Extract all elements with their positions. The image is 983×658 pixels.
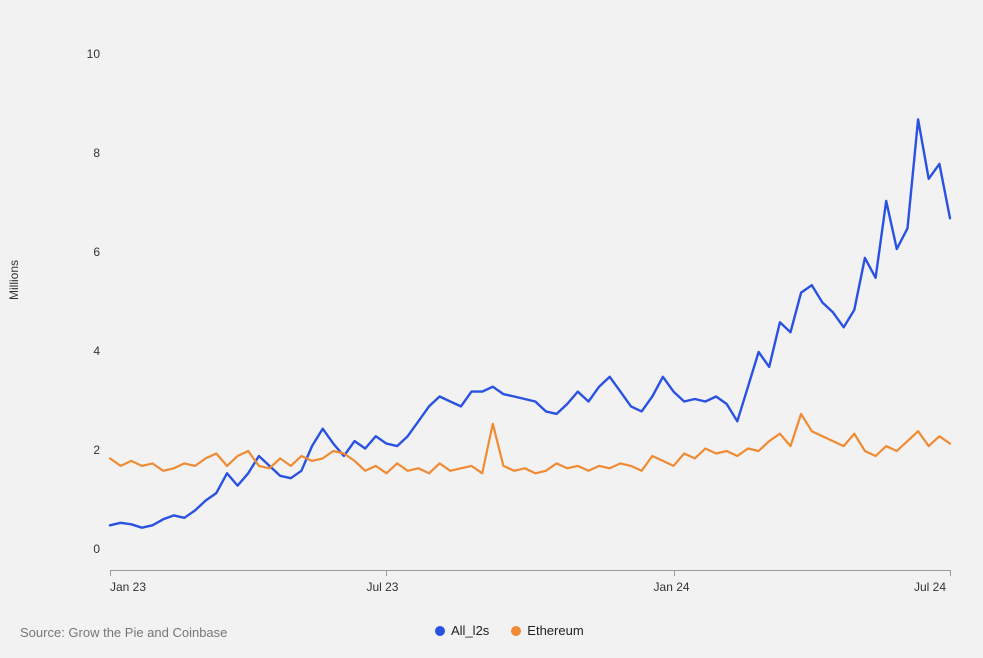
legend-label: All_l2s (451, 623, 489, 638)
series-line-all-l2s (110, 119, 950, 527)
source-text: Source: Grow the Pie and Coinbase (20, 625, 227, 640)
legend-label: Ethereum (527, 623, 583, 638)
legend-dot (511, 626, 521, 636)
legend-item-all-l2s: All_l2s (435, 623, 489, 638)
line-chart: Millions 0 2 4 6 8 10 Jan 23 Jul 23 Jan … (0, 0, 983, 658)
legend-dot (435, 626, 445, 636)
series-line-ethereum (110, 414, 950, 473)
legend: All_l2s Ethereum (435, 623, 584, 638)
legend-item-ethereum: Ethereum (511, 623, 583, 638)
plot-area (0, 0, 983, 658)
